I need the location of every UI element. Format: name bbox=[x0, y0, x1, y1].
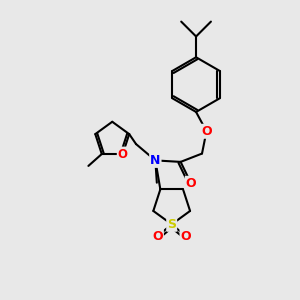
Text: O: O bbox=[118, 148, 128, 160]
Text: O: O bbox=[181, 230, 191, 243]
Text: O: O bbox=[201, 125, 212, 138]
Text: N: N bbox=[150, 154, 161, 167]
Text: O: O bbox=[186, 177, 196, 190]
Text: O: O bbox=[152, 230, 163, 243]
Text: S: S bbox=[167, 218, 176, 231]
